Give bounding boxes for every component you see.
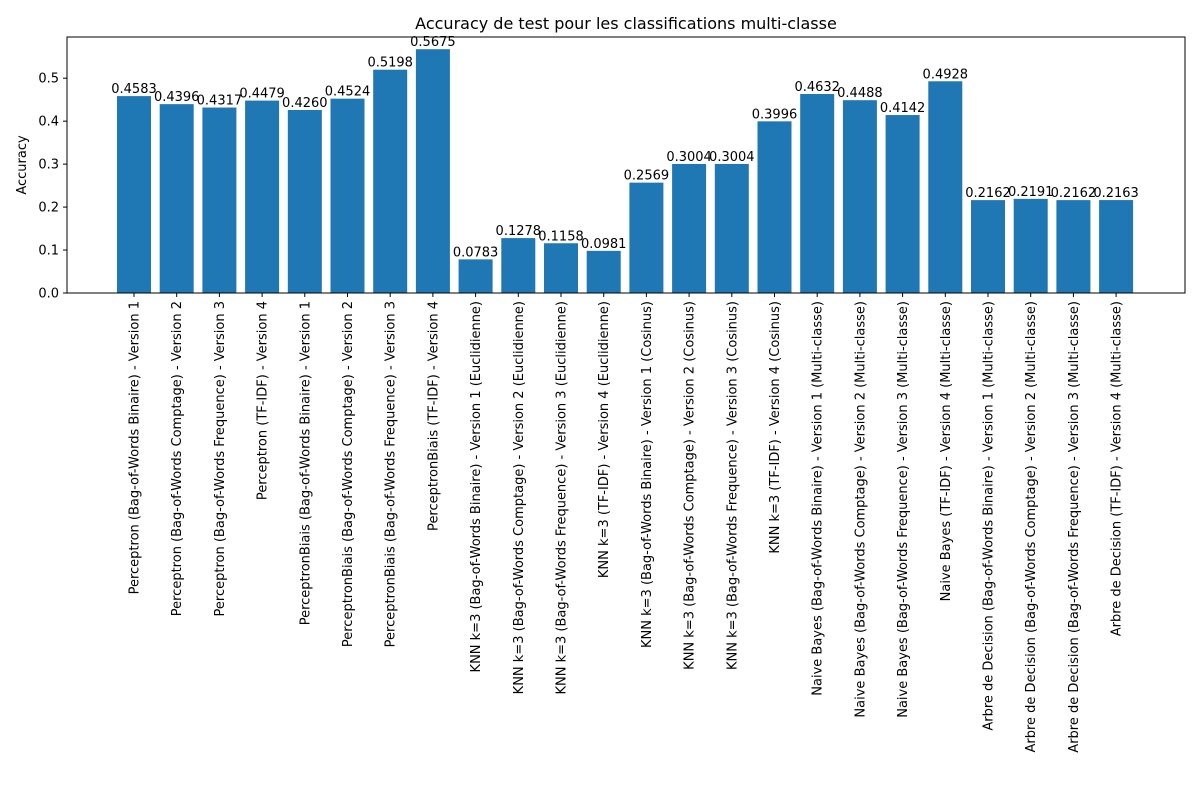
- bar: [1056, 200, 1091, 293]
- x-tick-label: Arbre de Decision (Bag-of-Words Frequenc…: [1067, 301, 1082, 753]
- x-tick-label: Perceptron (Bag-of-Words Comptage) - Ver…: [170, 301, 185, 616]
- x-tick-label: KNN k=3 (Bag-of-Words Binaire) - Version…: [469, 301, 484, 672]
- bar: [373, 69, 408, 293]
- x-tick-label: Naive Bayes (TF-IDF) - Version 4 (Multi-…: [939, 301, 954, 601]
- bar: [672, 163, 707, 293]
- y-tick-label: 0.4: [38, 115, 59, 130]
- bar-value-label: 0.2162: [965, 186, 1011, 201]
- x-tick-label: KNN k=3 (Bag-of-Words Comptage) - Versio…: [512, 301, 527, 694]
- bar: [757, 121, 792, 293]
- y-tick-label: 0.5: [38, 72, 59, 87]
- bar-value-label: 0.2191: [1008, 185, 1054, 200]
- bar: [714, 163, 749, 293]
- x-tick-label: KNN k=3 (Bag-of-Words Binaire) - Version…: [640, 301, 655, 648]
- bar-value-label: 0.4488: [837, 86, 883, 101]
- y-tick-label: 0.1: [38, 244, 59, 259]
- x-tick-label: KNN k=3 (TF-IDF) - Version 4 (Cosinus): [768, 301, 783, 554]
- x-tick-label: PerceptronBiais (Bag-of-Words Binaire) -…: [298, 301, 313, 625]
- bar-value-label: 0.2569: [624, 169, 670, 184]
- bar-value-label: 0.0783: [453, 245, 499, 260]
- bar: [629, 182, 664, 293]
- bar: [458, 259, 493, 293]
- chart-title: Accuracy de test pour les classification…: [415, 14, 837, 33]
- bar-value-label: 0.4396: [154, 90, 200, 105]
- bars: [117, 49, 1134, 294]
- x-tick-label: Arbre de Decision (Bag-of-Words Binaire)…: [982, 301, 997, 731]
- bar-value-label: 0.3004: [666, 150, 712, 165]
- x-tick-label: Naive Bayes (Bag-of-Words Frequence) - V…: [896, 301, 911, 718]
- x-tick-label: Arbre de Decision (TF-IDF) - Version 4 (…: [1110, 301, 1125, 636]
- bar: [885, 115, 920, 293]
- y-tick-label: 0.0: [38, 287, 59, 302]
- bar-value-label: 0.4928: [923, 67, 969, 82]
- x-tick-label: Naive Bayes (Bag-of-Words Binaire) - Ver…: [811, 301, 826, 696]
- bar-value-label: 0.3996: [752, 107, 798, 122]
- bar-value-label: 0.4317: [197, 94, 243, 109]
- bar: [1013, 198, 1048, 293]
- bar-value-label: 0.5198: [367, 56, 413, 71]
- bar-value-label: 0.3004: [709, 150, 755, 165]
- bar: [117, 96, 151, 293]
- bar: [544, 243, 578, 293]
- bar: [501, 238, 536, 293]
- bar: [415, 49, 450, 293]
- y-axis-ticks: 0.0 0.1 0.2 0.3 0.4 0.5: [38, 72, 67, 302]
- bar: [245, 100, 280, 293]
- bar-value-label: 0.4632: [794, 80, 840, 95]
- bar: [330, 98, 365, 294]
- bar: [287, 109, 322, 293]
- bar: [1099, 200, 1134, 293]
- bar-value-label: 0.4260: [282, 96, 328, 111]
- x-tick-label: PerceptronBiais (Bag-of-Words Frequence)…: [384, 301, 399, 647]
- bar-value-label: 0.0981: [581, 237, 627, 252]
- x-tick-label: KNN k=3 (Bag-of-Words Frequence) - Versi…: [555, 301, 570, 695]
- bar: [586, 250, 621, 293]
- bar-value-label: 0.1278: [496, 224, 542, 239]
- x-tick-label: Arbre de Decision (Bag-of-Words Comptage…: [1024, 301, 1039, 753]
- x-tick-label: KNN k=3 (Bag-of-Words Frequence) - Versi…: [725, 301, 740, 670]
- x-tick-label: Perceptron (TF-IDF) - Version 4: [256, 301, 271, 500]
- x-tick-label: Naive Bayes (Bag-of-Words Comptage) - Ve…: [853, 301, 868, 718]
- y-axis-label: Accuracy: [15, 135, 30, 195]
- x-axis-ticks: Perceptron (Bag-of-Words Binaire) - Vers…: [128, 293, 1125, 753]
- x-tick-label: PerceptronBiais (Bag-of-Words Comptage) …: [341, 301, 356, 647]
- bar: [971, 200, 1005, 293]
- bar-value-label: 0.4142: [880, 101, 926, 116]
- bar: [800, 94, 835, 293]
- x-tick-label: PerceptronBiais (TF-IDF) - Version 4: [426, 301, 441, 531]
- plot-frame: [66, 36, 1186, 294]
- bar-value-label: 0.5675: [410, 35, 456, 50]
- bar: [842, 100, 877, 294]
- bar-value-label: 0.2162: [1051, 186, 1097, 201]
- bar-value-label: 0.1158: [538, 229, 584, 244]
- y-tick-label: 0.3: [38, 158, 59, 173]
- y-tick-label: 0.2: [38, 201, 59, 216]
- bar-value-label: 0.4524: [325, 85, 371, 100]
- bar: [928, 81, 963, 293]
- x-tick-label: KNN k=3 (TF-IDF) - Version 4 (Euclidienn…: [597, 301, 612, 578]
- bar-value-label: 0.2163: [1093, 186, 1139, 201]
- x-tick-label: Perceptron (Bag-of-Words Binaire) - Vers…: [128, 301, 143, 594]
- bar: [202, 107, 237, 293]
- x-tick-label: Perceptron (Bag-of-Words Frequence) - Ve…: [213, 301, 228, 616]
- bar-value-label: 0.4583: [111, 82, 157, 97]
- bar: [159, 104, 194, 293]
- bar-value-label: 0.4479: [239, 87, 285, 102]
- x-tick-label: KNN k=3 (Bag-of-Words Comptage) - Versio…: [683, 301, 698, 670]
